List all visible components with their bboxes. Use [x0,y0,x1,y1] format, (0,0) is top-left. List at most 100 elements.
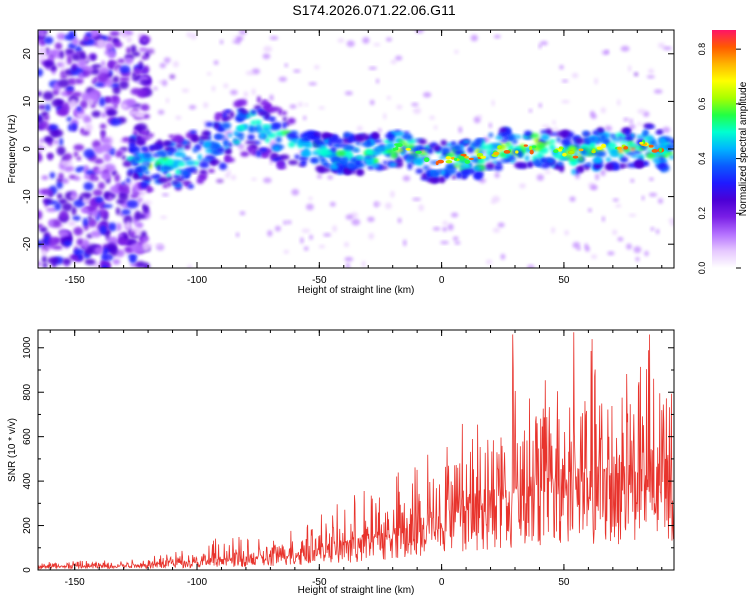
heatmap-cell [172,60,179,68]
heatmap-cell [283,220,287,225]
heatmap-cell [157,176,169,184]
heatmap-cell [236,37,241,45]
heatmap-cell [53,139,59,145]
heatmap-cell [133,155,142,162]
heatmap-cell [197,153,202,161]
heatmap-cell [346,161,357,169]
heatmap-cell [529,149,534,155]
heatmap-cell [63,165,75,173]
heatmap-cell [113,41,123,48]
heatmap-cell [634,72,639,77]
heatmap-cell [41,249,47,256]
heatmap-cell [648,68,655,75]
snr-y-label: SNR (10 * v/v) [7,418,18,482]
heatmap-cell [287,117,296,125]
heatmap-cell [538,43,542,49]
heatmap-cell [485,162,495,170]
heatmap-cell [275,136,282,143]
heatmap-cell [224,157,235,163]
heatmap-cell [262,53,271,60]
heatmap-cell [71,63,77,72]
heatmap-cell [77,59,87,68]
heatmap-cell [169,147,175,153]
heatmap-cell [136,134,142,142]
heatmap-cell [117,237,127,245]
heatmap-cell [137,197,143,202]
heatmap-cell [524,130,532,136]
heatmap-cell [355,155,365,160]
heatmap-cell [261,124,272,128]
heatmap-cell [656,130,663,134]
heatmap-cell [45,103,51,112]
heatmap-cell [344,169,352,175]
heatmap-cell [143,152,153,159]
heatmap-cell [115,207,121,216]
heatmap-cell [485,259,493,265]
heatmap-cell [103,152,112,162]
heatmap-cell [641,195,645,201]
heatmap-cell [233,130,239,136]
heatmap-cell [519,183,526,189]
heatmap-cell [127,172,133,177]
heatmap-cell [406,154,417,161]
heatmap-cell [403,134,409,139]
heatmap-cell [488,132,494,138]
heatmap-cell [146,48,155,55]
heatmap-cell [78,71,84,81]
x-tick-label: -50 [312,577,327,588]
heatmap-cell [91,110,101,118]
heatmap-cell [117,233,124,238]
heatmap-cell [623,135,633,141]
heatmap-cell [454,161,460,166]
heatmap-cell [372,151,382,155]
heatmap-cell [176,147,185,151]
heatmap-cell [134,69,142,75]
heatmap-cell [47,256,59,265]
heatmap-cell [219,39,224,45]
heatmap-cell [670,220,674,227]
heatmap-cell [456,172,462,179]
heatmap-cell [63,240,73,247]
heatmap-cell [491,99,495,107]
heatmap-cell [645,125,656,129]
heatmap-cell [250,109,257,115]
heatmap-cell [99,123,107,130]
heatmap-cell [545,157,555,165]
heatmap-cell [135,221,144,229]
heatmap-cell [582,136,591,144]
heatmap-cell [440,147,451,154]
heatmap-cell [56,32,66,41]
heatmap-cell [71,190,77,199]
heatmap-cell [95,196,104,203]
heatmap-cell [477,159,486,164]
heatmap-cell [330,146,337,153]
heatmap-cell [423,157,430,163]
heatmap-cell [442,220,448,226]
heatmap-cell [585,245,590,252]
heatmap-cell [291,188,300,196]
heatmap-cell [464,156,469,159]
heatmap-cell [433,125,438,130]
heatmap-cell [600,169,606,177]
heatmap-cell [141,161,148,165]
heatmap-cell [213,60,219,65]
heatmap-cell [136,88,149,97]
heatmap-cell [227,169,231,175]
heatmap-cell [159,62,166,69]
heatmap-cell [274,225,281,232]
heatmap-cell [382,145,391,150]
heatmap-cell [429,115,435,120]
heatmap-cell [104,191,110,200]
heatmap-cell [617,237,624,242]
heatmap-cell [523,144,528,147]
heatmap-cell [439,169,446,176]
heatmap-cell [82,130,90,136]
heatmap-cell [496,161,503,166]
heatmap-cell [450,212,459,218]
heatmap-cell [320,132,331,139]
x-tick-label: 0 [439,275,445,286]
heatmap-cell [435,161,439,166]
heatmap-cell [403,239,407,247]
heatmap-cell [89,53,97,62]
heatmap-cell [477,115,483,119]
